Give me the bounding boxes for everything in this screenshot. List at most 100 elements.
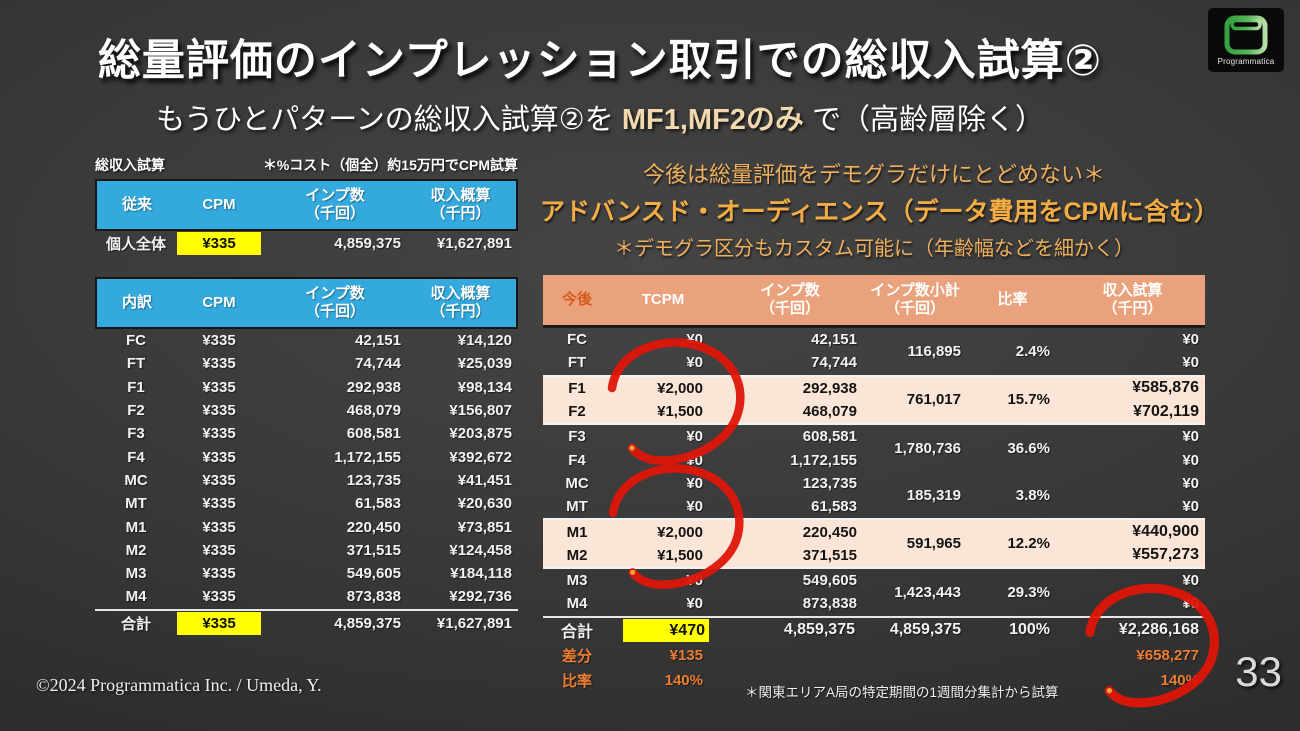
difference-row: 差分 ¥135 ¥658,277 [543, 643, 1205, 668]
revenue-value: ¥0 [1182, 451, 1199, 469]
cpm-value: ¥335 [202, 378, 236, 396]
table-row: MC ¥335 123,735 ¥41,451 [95, 469, 518, 492]
table-row: FT ¥335 74,744 ¥25,039 [95, 352, 518, 375]
revenue-value: ¥203,875 [449, 425, 512, 443]
segment-label: 個人全体 [105, 236, 166, 253]
revenue-value: ¥14,120 [457, 332, 512, 350]
revenue-value: ¥440,900 [1132, 523, 1199, 541]
cpm-value-highlighted: ¥335 [177, 232, 261, 255]
slide-title: 総量評価のインプレッション取引での総収入試算② [97, 37, 1103, 85]
tcpm-value: ¥0 [686, 474, 703, 492]
difference-label: 差分 [561, 647, 592, 665]
table-header-row: 内訳 CPM インプ数 （千回） 収入概算 （千円） [95, 277, 518, 329]
total-row: 合計 ¥470 4,859,375 4,859,375 100% ¥2,286,… [543, 615, 1205, 643]
impressions-value: 873,838 [346, 588, 401, 606]
header-cell: インプ数 （千回） [759, 282, 820, 317]
tcpm-value: ¥0 [686, 331, 703, 349]
tcpm-value: ¥1,500 [657, 403, 703, 421]
header-cell: インプ数 （千回） [304, 285, 365, 320]
tcpm-ratio: 140% [664, 671, 703, 689]
ratio-label: 比率 [561, 672, 592, 690]
revenue-value: ¥585,876 [1132, 379, 1199, 397]
segment-label: F3 [568, 428, 586, 446]
impressions-value: 42,151 [811, 331, 857, 349]
table-row: M3 ¥335 549,605 ¥184,118 [95, 562, 518, 585]
impressions-value: 4,859,375 [334, 235, 401, 252]
table-group-f3-f4: F3 ¥0 608,581 1,780,736 36.6% ¥0 F4 ¥0 1… [543, 425, 1205, 472]
revenue-value: ¥392,672 [449, 448, 512, 466]
tcpm-value-highlighted: ¥470 [623, 618, 709, 642]
impressions-value: 220,450 [346, 518, 401, 536]
headline-3: ＊デモグラ区分もカスタム可能に（年齢幅などを細かく） [614, 238, 1134, 260]
revenue-value: ¥156,807 [449, 402, 512, 420]
impressions-value: 608,581 [346, 425, 401, 443]
table-group-mc-mt: MC ¥0 123,735 185,319 3.8% ¥0 MT ¥0 61,5… [543, 472, 1205, 519]
programmatica-logo: Programmatica [1208, 8, 1284, 72]
header-cell: インプ数小計 （千回） [870, 282, 960, 317]
header-cell: 比率 [997, 291, 1028, 309]
tcpm-value: ¥0 [686, 451, 703, 469]
revenue-difference: ¥658,277 [1136, 646, 1199, 664]
segment-label: MT [566, 498, 588, 516]
ratio-value: 12.2% [1007, 535, 1050, 553]
impressions-value: 74,744 [355, 355, 401, 373]
revenue-value: ¥0 [1182, 331, 1199, 349]
segment-label: F2 [568, 403, 586, 421]
impressions-value: 61,583 [811, 498, 857, 516]
tcpm-difference: ¥135 [669, 646, 703, 664]
copyright-text: ©2024 Programmatica Inc. / Umeda, Y. [36, 675, 322, 695]
table-header-row: 従来 CPM インプ数 （千回） 収入概算 （千円） [95, 179, 518, 231]
table-header-row: 今後 TCPM インプ数 （千回） インプ数小計 （千回） 比率 収入試算 （千円） [543, 275, 1205, 328]
impressions-subtotal: 4,859,375 [889, 621, 961, 639]
revenue-value: ¥98,134 [457, 378, 512, 396]
subtitle-suffix: で（高齢層除く） [803, 104, 1044, 136]
table-row: F2 ¥335 468,079 ¥156,807 [95, 399, 518, 422]
impressions-value: 371,515 [802, 546, 857, 564]
cpm-value: ¥335 [202, 565, 236, 583]
cpm-value: ¥335 [202, 402, 236, 420]
impressions-value: 220,450 [802, 523, 857, 541]
impressions-subtotal: 591,965 [906, 535, 961, 553]
segment-label: M4 [125, 588, 147, 606]
revenue-value: ¥20,630 [457, 495, 512, 513]
book-logo-icon [1224, 15, 1268, 55]
impressions-subtotal: 116,895 [907, 342, 961, 360]
revenue-value: ¥557,273 [1132, 546, 1199, 564]
tcpm-value: ¥0 [686, 572, 703, 590]
header-cell: CPM [202, 294, 236, 312]
left-table-label: 総収入試算 [95, 157, 165, 173]
header-cell: 収入概算 （千円） [430, 187, 491, 222]
ratio-value: 100% [1009, 621, 1050, 639]
table-row: M2 ¥335 371,515 ¥124,458 [95, 539, 518, 562]
impressions-value: 123,735 [802, 474, 857, 492]
impressions-value: 42,151 [355, 332, 401, 350]
revenue-value: ¥1,627,891 [436, 235, 512, 252]
header-cell: TCPM [641, 291, 685, 309]
conventional-summary-table: 従来 CPM インプ数 （千回） 収入概算 （千円） 個人全体 ¥335 4,859… [95, 179, 518, 256]
revenue-value: ¥73,851 [457, 518, 512, 536]
cpm-cost-note: ＊%コスト（個全）約15万円でCPM試算 [262, 157, 518, 173]
tcpm-value: ¥2,000 [657, 523, 703, 541]
segment-label: F1 [568, 379, 586, 397]
segment-label: F2 [127, 402, 145, 420]
segment-label: MC [565, 474, 589, 492]
tcpm-value: ¥0 [686, 354, 703, 372]
impressions-value: 74,744 [811, 354, 857, 372]
revenue-value: ¥0 [1182, 474, 1199, 492]
right-headlines: 今後は総量評価をデモグラだけにとどめない＊ アドバンスド・オーディエンス（データ… [540, 157, 1219, 261]
header-cell: 内訳 [121, 294, 152, 312]
ratio-value: 36.6% [1007, 439, 1050, 457]
total-label: 合計 [120, 616, 151, 634]
segment-label: F3 [127, 425, 145, 443]
segment-label: MC [124, 471, 148, 489]
revenue-value: ¥2,286,168 [1118, 621, 1199, 639]
page-number: 33 [1235, 648, 1282, 695]
cpm-value: ¥335 [202, 332, 236, 350]
cpm-value: ¥335 [202, 518, 236, 536]
segment-label: FC [567, 331, 587, 349]
impressions-value: 371,515 [346, 541, 401, 559]
revenue-value: ¥0 [1182, 595, 1199, 613]
tcpm-value: ¥2,000 [657, 379, 703, 397]
segment-label: FC [126, 332, 146, 350]
